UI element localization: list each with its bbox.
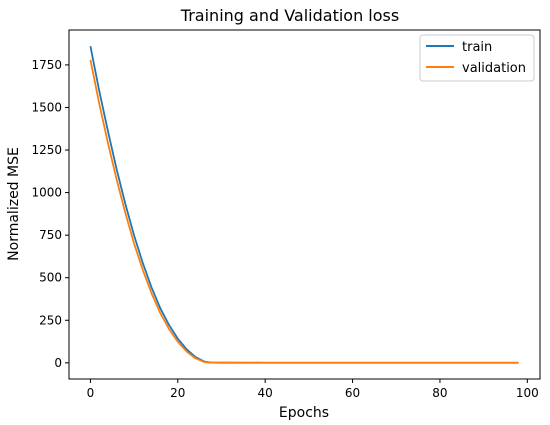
legend-label-train: train — [462, 40, 492, 55]
x-tick-label: 0 — [87, 386, 95, 400]
y-axis-ticks: 0 250 500 750 1000 1250 1500 1750 — [31, 58, 69, 370]
y-axis-label: Normalized MSE — [6, 147, 22, 261]
y-tick-label: 1250 — [31, 143, 62, 157]
plot-area: 0 20 40 60 80 100 0 250 500 750 1000 1250 1500 1750 — [31, 29, 541, 400]
y-tick-label: 500 — [39, 271, 62, 285]
y-tick-label: 1000 — [31, 186, 62, 200]
chart-title: Training and Validation loss — [180, 6, 399, 25]
y-tick-label: 1750 — [31, 58, 62, 72]
series-line-validation — [89, 59, 519, 364]
x-tick-label: 100 — [516, 386, 539, 400]
y-tick-label: 0 — [54, 356, 62, 370]
series-lines — [89, 45, 519, 364]
x-tick-label: 80 — [432, 386, 447, 400]
y-tick-label: 250 — [39, 313, 62, 327]
y-tick-label: 750 — [39, 228, 62, 242]
legend: train validation — [419, 34, 535, 82]
x-tick-label: 60 — [345, 386, 360, 400]
series-line-train — [89, 45, 519, 364]
x-axis-label: Epochs — [279, 405, 329, 421]
x-tick-label: 20 — [170, 386, 185, 400]
x-axis-ticks: 0 20 40 60 80 100 — [87, 379, 539, 400]
x-tick-label: 40 — [258, 386, 273, 400]
plot-frame — [68, 29, 541, 380]
legend-label-validation: validation — [462, 61, 526, 76]
y-tick-label: 1500 — [31, 100, 62, 114]
